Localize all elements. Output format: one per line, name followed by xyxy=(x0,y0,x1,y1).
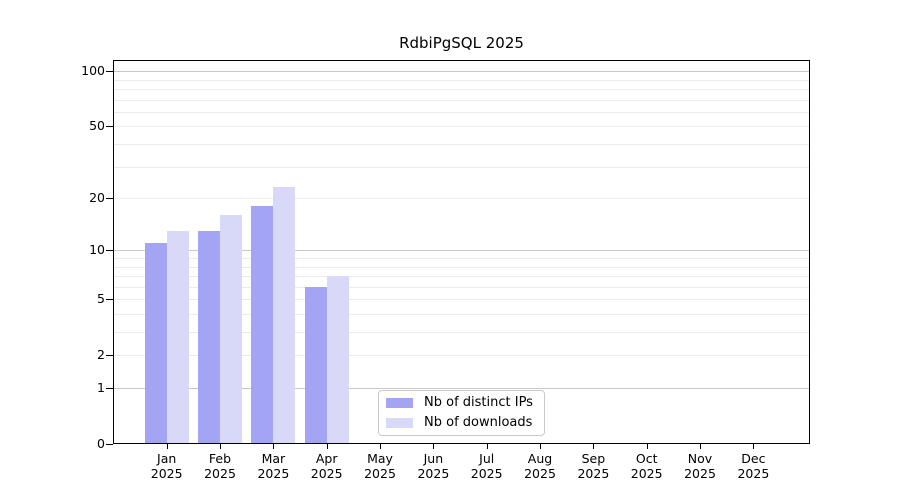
y-tick-label: 2 xyxy=(97,347,105,363)
x-axis-tick xyxy=(326,444,328,449)
gridline-minor xyxy=(113,276,810,277)
x-tick-label: Sep 2025 xyxy=(577,451,610,481)
gridline-minor xyxy=(113,332,810,333)
x-tick-label: Jul 2025 xyxy=(470,451,503,481)
y-axis-tick xyxy=(106,71,113,73)
x-tick-label: Mar 2025 xyxy=(257,451,290,481)
gridline-major xyxy=(113,71,810,73)
gridline-minor xyxy=(113,266,810,268)
bar-downloads xyxy=(273,187,296,444)
gridline-minor xyxy=(113,99,810,101)
legend-item-distinct-ips: Nb of distinct IPs xyxy=(386,395,544,411)
y-axis-tick xyxy=(106,126,113,128)
x-tick-label: Feb 2025 xyxy=(204,451,236,481)
y-axis-tick xyxy=(106,250,113,252)
x-axis-tick xyxy=(220,444,221,449)
y-tick-label: 10 xyxy=(89,242,105,258)
bar-downloads xyxy=(166,230,189,444)
gridline-major xyxy=(113,388,810,389)
gridline-minor xyxy=(113,286,810,288)
y-tick-label: 100 xyxy=(81,63,105,79)
bar-distinct-ips xyxy=(304,286,327,444)
x-axis-tick xyxy=(166,444,168,449)
gridline-minor xyxy=(113,144,810,145)
x-axis-tick xyxy=(700,444,701,449)
legend-swatch-distinct-ips xyxy=(386,398,413,408)
legend-label-downloads: Nb of downloads xyxy=(424,415,533,430)
x-axis-tick xyxy=(486,444,488,449)
bar-distinct-ips xyxy=(251,206,274,444)
x-tick-label: Aug 2025 xyxy=(524,451,556,481)
x-axis-tick xyxy=(593,444,595,449)
x-tick-label: Nov 2025 xyxy=(684,451,716,481)
y-tick-label: 1 xyxy=(97,380,105,395)
x-axis-tick xyxy=(273,444,275,449)
bar-downloads xyxy=(220,215,242,444)
x-axis-tick xyxy=(753,444,755,449)
x-tick-label: Dec 2025 xyxy=(737,451,770,481)
gridline-minor xyxy=(113,166,810,168)
gridline-minor xyxy=(113,79,810,81)
y-axis-tick xyxy=(106,444,113,445)
x-axis-tick xyxy=(646,444,648,449)
x-tick-label: May 2025 xyxy=(364,451,396,481)
x-tick-label: Jan 2025 xyxy=(150,451,183,481)
gridline-minor xyxy=(113,89,810,90)
gridline-minor xyxy=(113,111,810,113)
x-tick-label: Apr 2025 xyxy=(310,451,343,481)
gridline-minor xyxy=(113,198,810,200)
x-axis-tick xyxy=(540,444,541,449)
x-axis-tick xyxy=(433,444,435,449)
gridline-minor xyxy=(113,355,810,357)
plot-area: Nb of distinct IPs Nb of downloads 0 1 2 5 1… xyxy=(81,60,810,481)
y-tick-label: 50 xyxy=(89,118,105,134)
gridline-major xyxy=(113,250,810,252)
gridline-minor xyxy=(113,258,810,259)
bar-distinct-ips xyxy=(144,243,167,444)
y-tick-label: 5 xyxy=(97,291,105,307)
y-tick-label: 20 xyxy=(89,190,105,206)
bar-downloads xyxy=(326,276,349,444)
y-axis-tick xyxy=(106,198,113,200)
x-axis-tick xyxy=(380,444,381,449)
legend-swatch-downloads xyxy=(386,418,413,428)
bar-distinct-ips xyxy=(198,230,220,444)
gridline-minor xyxy=(113,314,810,315)
y-axis-tick xyxy=(106,299,113,301)
y-tick-label: 0 xyxy=(97,436,105,451)
legend-item-downloads: Nb of downloads xyxy=(386,415,544,431)
gridline-minor xyxy=(113,126,810,128)
legend-label-distinct-ips: Nb of distinct IPs xyxy=(424,395,533,410)
x-tick-label: Jun 2025 xyxy=(417,451,450,481)
y-axis-tick xyxy=(106,388,113,389)
gridline-minor xyxy=(113,299,810,301)
legend: Nb of distinct IPs Nb of downloads xyxy=(378,390,545,436)
y-axis-tick xyxy=(106,355,113,357)
x-tick-label: Oct 2025 xyxy=(630,451,663,481)
chart-title: RdbiPgSQL 2025 xyxy=(399,34,524,52)
